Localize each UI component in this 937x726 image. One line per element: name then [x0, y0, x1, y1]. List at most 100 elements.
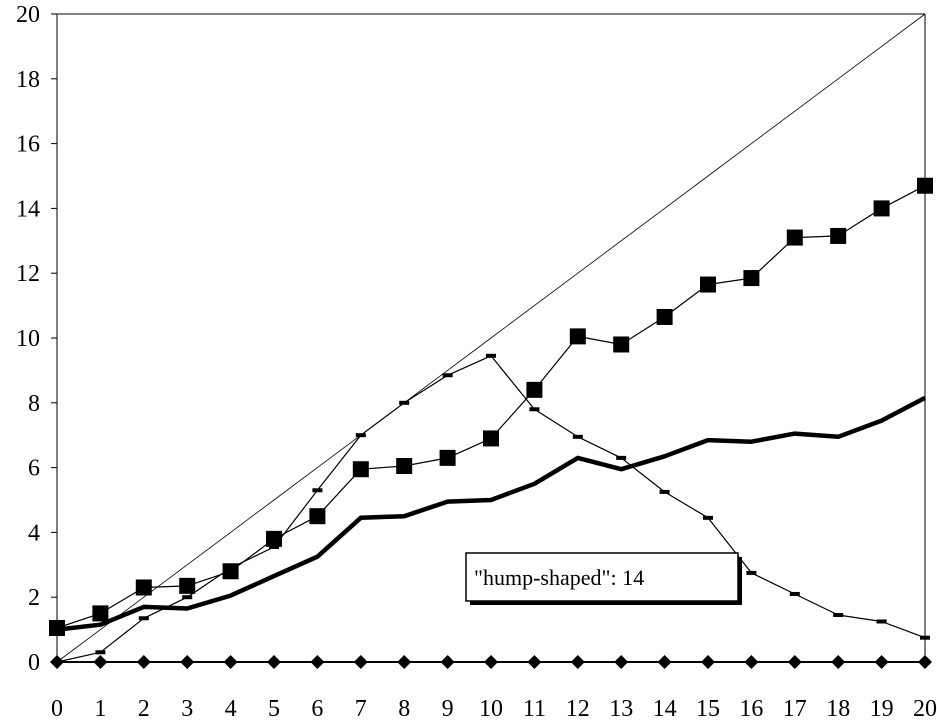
- x-tick-label-8: 8: [398, 696, 410, 722]
- x-tick-label-2: 2: [138, 696, 150, 722]
- x-tick-label-0: 0: [51, 696, 63, 722]
- x-tick-label-10: 10: [479, 696, 503, 722]
- diamond-marker-17: [787, 655, 802, 669]
- x-tick-label-14: 14: [653, 696, 677, 722]
- square-marker-13: [613, 336, 630, 353]
- series-layer: [49, 13, 933, 669]
- square-marker-10: [483, 430, 499, 447]
- y-tick-label-20: 20: [16, 2, 40, 28]
- x-tick-label-13: 13: [609, 696, 633, 722]
- diamond-marker-7: [353, 655, 368, 669]
- series-thick-line: [56, 395, 927, 632]
- square-marker-14: [656, 308, 673, 325]
- dash-marker-5: [269, 544, 279, 549]
- x-tick-label-19: 19: [870, 696, 894, 722]
- y-tick-label-12: 12: [16, 261, 40, 287]
- diamond-marker-2: [136, 655, 151, 669]
- y-tick-label-16: 16: [16, 132, 40, 158]
- y-tick-label-14: 14: [16, 196, 40, 222]
- annotation-box: [465, 552, 739, 602]
- square-marker-8: [396, 457, 413, 474]
- diamond-marker-5: [267, 655, 281, 669]
- x-tick-label-17: 17: [783, 696, 807, 722]
- x-tick-label-7: 7: [355, 696, 367, 722]
- dash-marker-20: [920, 635, 930, 640]
- square-marker-2: [135, 579, 152, 596]
- dash-marker-12: [572, 434, 583, 439]
- diamond-marker-4: [223, 655, 238, 669]
- x-tick-label-4: 4: [225, 696, 237, 722]
- diamond-marker-12: [570, 655, 585, 669]
- x-tick-label-6: 6: [311, 696, 323, 722]
- annotation-text: "hump-shaped": 14: [474, 565, 644, 590]
- annotation-callout: "hump-shaped": 14: [465, 552, 742, 605]
- dash-marker-7: [355, 433, 366, 438]
- y-tick-label-8: 8: [28, 391, 40, 417]
- dash-marker-14: [659, 489, 670, 494]
- square-marker-20: [917, 177, 933, 194]
- square-marker-7: [352, 461, 369, 478]
- diamond-marker-9: [440, 655, 455, 669]
- diamond-marker-16: [744, 655, 759, 669]
- square-marker-6: [309, 508, 326, 525]
- diamond-marker-6: [310, 655, 325, 669]
- x-tick-label-20: 20: [913, 696, 937, 722]
- dash-marker-6: [312, 488, 323, 493]
- square-marker-5: [266, 530, 282, 547]
- square-marker-9: [439, 449, 456, 466]
- x-tick-label-11: 11: [523, 696, 546, 722]
- diamond-marker-14: [657, 655, 672, 669]
- diamond-marker-11: [527, 655, 542, 669]
- series-line-thin-line: [56, 13, 926, 663]
- diamond-marker-18: [831, 655, 846, 669]
- dash-marker-15: [703, 515, 713, 520]
- square-marker-16: [743, 270, 760, 287]
- square-marker-11: [526, 381, 543, 398]
- dash-marker-10: [486, 353, 496, 358]
- series-line-thin-dash-markers: [56, 355, 926, 663]
- series-square-markers: [49, 177, 933, 636]
- square-marker-4: [222, 563, 239, 580]
- diamond-marker-0: [50, 655, 64, 669]
- square-marker-17: [786, 229, 803, 246]
- y-tick-label-18: 18: [16, 67, 40, 93]
- dash-marker-3: [182, 595, 193, 600]
- diamond-marker-3: [180, 655, 195, 669]
- dash-marker-19: [876, 619, 887, 624]
- dash-marker-1: [95, 650, 106, 655]
- diamond-marker-20: [918, 655, 932, 669]
- series-diamond-markers: [50, 655, 932, 669]
- y-tick-label-4: 4: [28, 520, 40, 546]
- x-tick-label-9: 9: [442, 696, 454, 722]
- square-marker-15: [700, 276, 716, 293]
- x-tick-label-1: 1: [94, 696, 106, 722]
- dash-marker-9: [442, 373, 453, 378]
- diamond-marker-10: [484, 655, 498, 669]
- dash-marker-18: [833, 613, 844, 618]
- dash-marker-8: [399, 400, 410, 405]
- series-line-thick-line: [56, 395, 927, 632]
- y-tick-label-0: 0: [28, 650, 40, 676]
- square-marker-12: [569, 328, 586, 345]
- x-tick-label-18: 18: [826, 696, 850, 722]
- y-tick-label-2: 2: [28, 585, 40, 611]
- y-tick-label-10: 10: [16, 326, 40, 352]
- square-marker-3: [179, 577, 196, 594]
- dash-marker-17: [789, 591, 800, 596]
- dash-marker-2: [138, 616, 149, 621]
- y-tick-label-6: 6: [28, 456, 40, 482]
- square-marker-1: [92, 605, 109, 622]
- diamond-marker-19: [874, 655, 889, 669]
- dash-marker-11: [529, 407, 540, 412]
- x-tick-label-15: 15: [696, 696, 720, 722]
- x-tick-label-5: 5: [268, 696, 280, 722]
- x-tick-label-16: 16: [739, 696, 763, 722]
- dash-marker-13: [616, 455, 627, 460]
- dash-marker-16: [746, 570, 757, 575]
- square-marker-19: [873, 200, 890, 217]
- square-marker-18: [830, 227, 847, 244]
- x-tick-label-12: 12: [566, 696, 590, 722]
- diamond-marker-1: [93, 655, 108, 669]
